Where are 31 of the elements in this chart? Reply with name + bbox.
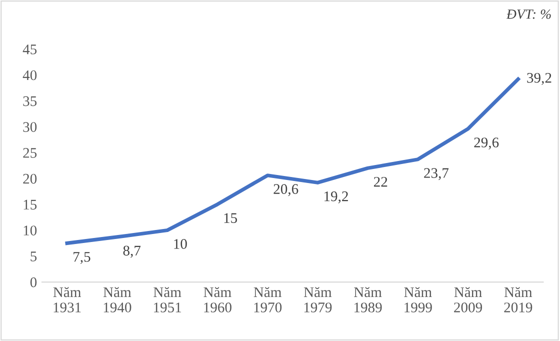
x-tick-label: Năm 1970 [254, 287, 282, 312]
data-label: 19,2 [324, 191, 348, 204]
x-tick-label: Năm 1931 [53, 287, 82, 312]
text: ĐVT: % [506, 9, 551, 19]
x-tick-label: Năm 1999 [404, 287, 432, 312]
x-tick-label: Năm 1989 [354, 287, 382, 312]
y-tick-label: 35 [23, 96, 37, 106]
data-label: 8,7 [123, 246, 141, 258]
data-label: 10 [174, 239, 187, 249]
y-tick-label: 5 [30, 252, 37, 262]
data-label: 39,2 [527, 72, 552, 85]
y-tick-label: 0 [30, 277, 37, 288]
y-tick-label: 30 [23, 122, 37, 132]
data-label: 15 [224, 213, 237, 223]
data-label: 7,5 [74, 252, 90, 264]
data-label: 23,7 [424, 168, 449, 180]
y-tick-label: 40 [22, 70, 37, 80]
x-tick-label: Năm 2009 [454, 287, 482, 312]
y-tick-label: 20 [23, 174, 37, 184]
x-tick-label: Năm 1960 [204, 287, 232, 312]
data-label: 20,6 [274, 184, 298, 196]
x-tick-label: Năm 1940 [103, 287, 132, 312]
y-tick-label: 45 [22, 44, 37, 54]
x-tick-label: Năm 1951 [154, 287, 182, 312]
y-tick-label: 25 [23, 148, 37, 158]
x-tick-label: Năm 2019 [504, 287, 532, 312]
y-tick-label: 15 [24, 200, 37, 210]
x-tick-label: Năm 1979 [304, 287, 332, 312]
data-label: 29,6 [474, 138, 499, 150]
data-label: 22 [374, 176, 388, 187]
y-tick-label: 10 [24, 226, 37, 236]
